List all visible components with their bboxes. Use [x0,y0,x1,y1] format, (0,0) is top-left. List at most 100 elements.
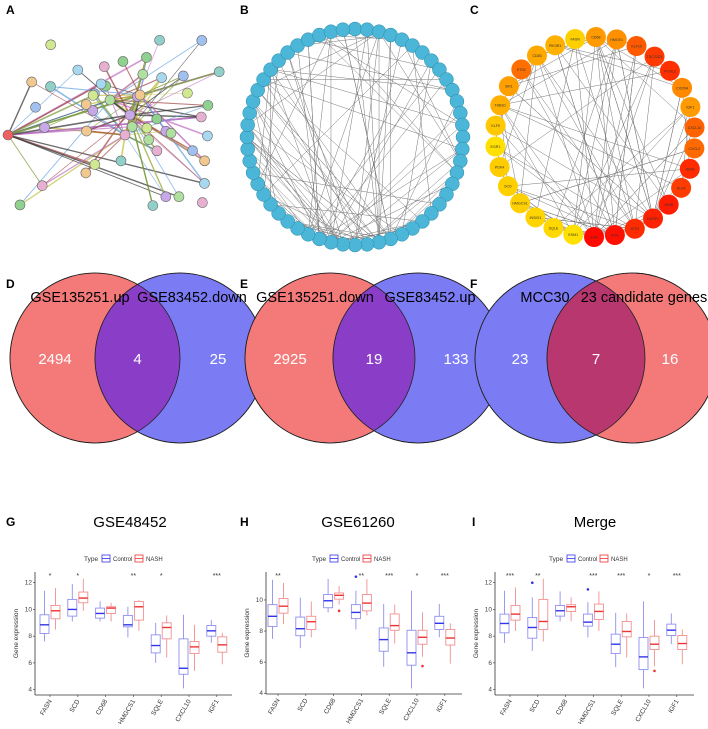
box-iqr [639,638,648,670]
network-b-edge [308,32,331,235]
network-a-node [127,122,137,132]
network-a-node [81,99,91,109]
box-control [528,581,537,650]
box-iqr [650,636,659,649]
box-nash [51,588,60,629]
box-nash [279,583,288,624]
network-c-node-label: JUNB [664,203,674,207]
box-nash [79,579,88,611]
box-control [96,601,105,621]
box-control [151,623,160,663]
box-control [179,615,188,689]
network-a-node [141,52,151,62]
network-c-node-label: CXCL10 [688,126,702,130]
network-a-node [135,90,145,100]
box-iqr [390,614,399,630]
box-control [379,604,388,667]
network-a-node [73,65,83,75]
box-nash [622,613,631,657]
venn-overlap-count: 19 [366,351,383,368]
network-c-node-label: FOSL2 [664,69,675,73]
network-a-node [161,192,171,202]
network-b [240,22,470,252]
x-tick-label: SQLE [150,698,165,717]
box-nash [362,579,371,616]
significance-label: *** [506,573,514,580]
y-tick-label: 10 [256,597,264,604]
y-tick-label: 4 [259,690,263,697]
box-iqr [162,623,171,639]
box-iqr [307,616,316,629]
network-a-node [182,88,192,98]
network-b-edge [331,30,367,243]
network-c-node-label: DUSP1 [647,217,659,221]
significance-label: *** [385,573,393,580]
box-outlier [653,670,656,673]
network-b-node [241,118,255,132]
network-a-node [27,77,37,87]
network-c-node-label: IGF1 [686,105,694,109]
box-control [667,613,676,644]
network-a-node [3,130,13,140]
network-c-node-label: EGR1 [491,145,501,149]
network-b-edge [355,32,379,245]
significance-label: ** [535,573,541,580]
box-nash [594,591,603,630]
network-a-node [166,128,176,138]
box-outlier [338,610,341,613]
network-a-node [118,56,128,66]
network-a-node [46,82,56,92]
panel-letter-g: G [6,515,15,529]
box-control [207,620,216,643]
y-tick-label: 10 [485,606,493,613]
box-nash [335,586,344,612]
y-tick-label: 12 [485,580,493,587]
network-a [3,35,224,210]
box-nash [390,605,399,644]
significance-label: ** [275,573,281,580]
box-iqr [678,636,687,650]
panel-letter-f: F [470,277,477,291]
y-axis-label: Gene expression [473,609,480,659]
panel-letter-i: I [472,515,475,529]
box-control [639,601,648,688]
network-a-node [105,95,115,105]
network-c-edge [594,39,617,237]
venn-overlap-count: 4 [133,351,141,368]
x-tick-label: CD68 [95,698,110,716]
network-a-node [88,90,98,100]
panel-letter-d: D [6,277,15,291]
network-a-node [99,62,109,72]
significance-label: * [49,573,52,580]
network-c-node-label: THBS1 [494,104,506,108]
network-a-node [214,67,224,77]
network-a-node [202,131,212,141]
network-a-edge [8,82,32,135]
box-nash [162,615,171,657]
box-outlier [421,665,424,668]
network-c-edge [500,105,594,237]
network-a-node [120,130,130,140]
network-c-node-label: ETS2 [517,68,526,72]
network-a-node [188,146,198,156]
network-b-edge [264,46,413,195]
venn-right-label: 23 candidate genes [581,290,708,306]
network-b-node [453,106,467,120]
x-tick-label: FASN [499,698,514,716]
panel-letter-a: A [6,3,15,17]
venn-right-count: 25 [210,351,227,368]
significance-label: *** [673,573,681,580]
network-c-node-label: PIK3R1 [549,44,561,48]
x-tick-label: SCD [529,698,542,714]
x-tick-label: IGF1 [667,698,680,714]
x-tick-label: SCD [297,697,310,713]
x-tick-label: CXCL10 [174,698,193,723]
network-b-edge [355,40,402,245]
network-b-edge [331,32,457,173]
network-c-node-label: TSC22D3 [647,55,663,59]
box-iqr [179,639,188,674]
